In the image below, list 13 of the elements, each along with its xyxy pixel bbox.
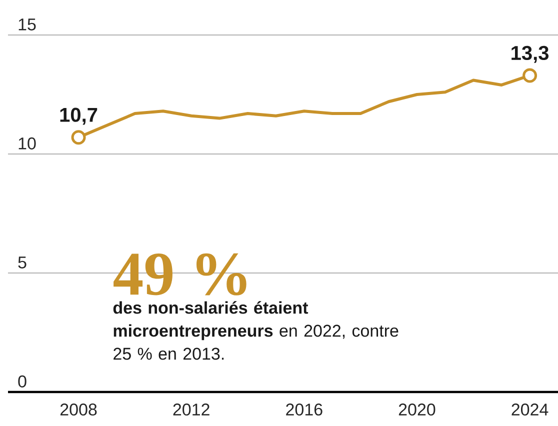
data-label: 13,3 bbox=[512, 46, 549, 63]
data-label: 10,7 bbox=[60, 108, 98, 125]
y-tick-label: 10 bbox=[18, 137, 36, 150]
y-tick-label: 5 bbox=[18, 256, 26, 268]
x-tick-label: 2008 bbox=[60, 404, 97, 416]
text: des non-salariés étaient microentrepreneurs en 2022, contre 25 % en 2013. bbox=[113, 301, 398, 360]
x-tick-label: 2024 bbox=[512, 404, 548, 416]
x-tick-label: 2012 bbox=[173, 404, 210, 416]
x-tick-label: 2020 bbox=[398, 404, 436, 416]
y-tick-label: 0 bbox=[18, 375, 26, 388]
y-tick-label: 15 bbox=[18, 18, 36, 30]
x-tick-label: 2016 bbox=[286, 404, 322, 416]
annotation: 49 % bbox=[114, 253, 246, 296]
